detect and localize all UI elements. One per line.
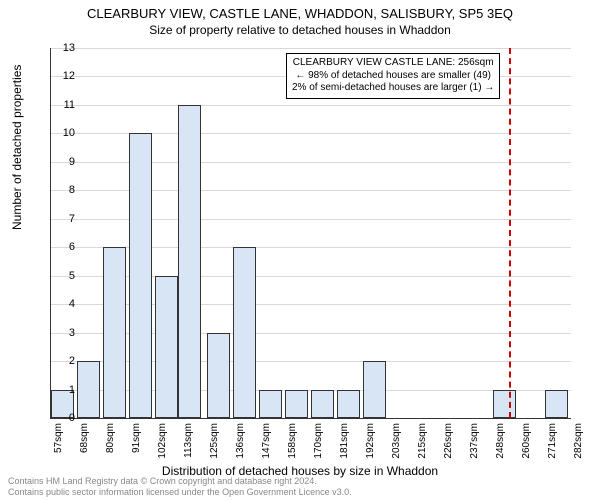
x-tick-label: 215sqm bbox=[417, 423, 428, 468]
chart-subtitle: Size of property relative to detached ho… bbox=[0, 21, 600, 37]
histogram-bar bbox=[259, 390, 282, 418]
y-tick-label: 13 bbox=[55, 42, 75, 54]
histogram-bar bbox=[155, 276, 178, 418]
histogram-bar bbox=[493, 390, 516, 418]
histogram-bar bbox=[545, 390, 568, 418]
x-tick-label: 181sqm bbox=[339, 423, 350, 468]
histogram-bar bbox=[103, 247, 126, 418]
info-line-1: CLEARBURY VIEW CASTLE LANE: 256sqm bbox=[292, 57, 494, 70]
x-tick-label: 57sqm bbox=[53, 423, 64, 468]
reference-line bbox=[509, 48, 511, 418]
y-tick-label: 7 bbox=[55, 213, 75, 225]
footer-line-2: Contains public sector information licen… bbox=[8, 487, 352, 498]
info-line-2: ← 98% of detached houses are smaller (49… bbox=[292, 70, 494, 83]
histogram-bar bbox=[178, 105, 201, 418]
y-tick-label: 12 bbox=[55, 70, 75, 82]
histogram-bar bbox=[233, 247, 256, 418]
y-tick-label: 8 bbox=[55, 184, 75, 196]
gridline bbox=[51, 48, 571, 49]
x-tick-label: 271sqm bbox=[547, 423, 558, 468]
footer-line-1: Contains HM Land Registry data © Crown c… bbox=[8, 476, 352, 487]
y-tick-label: 4 bbox=[55, 298, 75, 310]
chart-title: CLEARBURY VIEW, CASTLE LANE, WHADDON, SA… bbox=[0, 0, 600, 21]
y-tick-label: 10 bbox=[55, 127, 75, 139]
x-tick-label: 113sqm bbox=[183, 423, 194, 468]
info-line-3: 2% of semi-detached houses are larger (1… bbox=[292, 82, 494, 95]
y-tick-label: 11 bbox=[55, 99, 75, 111]
x-tick-label: 248sqm bbox=[495, 423, 506, 468]
x-tick-label: 260sqm bbox=[521, 423, 532, 468]
x-tick-label: 170sqm bbox=[313, 423, 324, 468]
x-tick-label: 192sqm bbox=[365, 423, 376, 468]
y-tick-label: 1 bbox=[55, 384, 75, 396]
x-tick-label: 80sqm bbox=[105, 423, 116, 468]
x-tick-label: 125sqm bbox=[209, 423, 220, 468]
histogram-bar bbox=[207, 333, 230, 418]
x-tick-label: 147sqm bbox=[261, 423, 272, 468]
y-tick-label: 9 bbox=[55, 156, 75, 168]
x-tick-label: 102sqm bbox=[157, 423, 168, 468]
chart-plot-area: CLEARBURY VIEW CASTLE LANE: 256sqm← 98% … bbox=[50, 48, 571, 419]
y-tick-label: 5 bbox=[55, 270, 75, 282]
x-tick-label: 237sqm bbox=[469, 423, 480, 468]
footer-attribution: Contains HM Land Registry data © Crown c… bbox=[8, 476, 352, 498]
histogram-bar bbox=[311, 390, 334, 418]
x-tick-label: 203sqm bbox=[391, 423, 402, 468]
x-tick-label: 158sqm bbox=[287, 423, 298, 468]
histogram-bar bbox=[77, 361, 100, 418]
x-tick-label: 226sqm bbox=[443, 423, 454, 468]
histogram-bar bbox=[129, 133, 152, 418]
y-axis-label: Number of detached properties bbox=[10, 65, 24, 230]
x-tick-label: 91sqm bbox=[131, 423, 142, 468]
info-box: CLEARBURY VIEW CASTLE LANE: 256sqm← 98% … bbox=[286, 53, 500, 99]
x-tick-label: 136sqm bbox=[235, 423, 246, 468]
x-tick-label: 282sqm bbox=[573, 423, 584, 468]
histogram-bar bbox=[337, 390, 360, 418]
histogram-bar bbox=[363, 361, 386, 418]
y-tick-label: 6 bbox=[55, 241, 75, 253]
y-tick-label: 2 bbox=[55, 355, 75, 367]
gridline bbox=[51, 105, 571, 106]
y-tick-label: 3 bbox=[55, 327, 75, 339]
histogram-bar bbox=[285, 390, 308, 418]
x-tick-label: 68sqm bbox=[79, 423, 90, 468]
